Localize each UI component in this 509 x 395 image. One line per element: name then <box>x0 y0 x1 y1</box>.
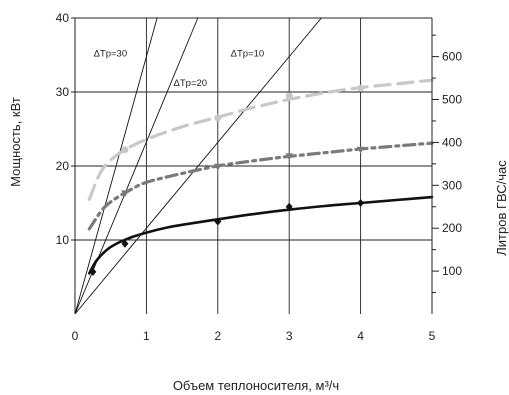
grid <box>75 18 432 314</box>
reference-line <box>74 17 199 315</box>
markers <box>89 84 365 276</box>
y2-tick-label: 100 <box>442 264 462 278</box>
data-point-diamond <box>89 267 97 276</box>
y2-tick-label: 400 <box>442 135 462 149</box>
x-tick-label: 1 <box>143 329 150 343</box>
data-point-circle <box>121 146 129 154</box>
reference-line-label: ΔTp=30 <box>94 48 128 59</box>
reference-line-label: ΔTp=20 <box>174 78 208 89</box>
reference-line <box>74 17 322 315</box>
data-point-triangle <box>121 190 129 198</box>
reference-line <box>74 17 158 315</box>
x-tick-label: 4 <box>357 329 364 343</box>
series-line-dashed <box>87 78 434 201</box>
axes: 0 1 2 3 4 5 10 20 30 40 100 200 300 400 500 600 <box>56 11 463 343</box>
series-line-solid <box>88 195 434 275</box>
x-tick-label: 5 <box>429 329 436 343</box>
y-tick-label: 10 <box>56 233 70 247</box>
curves <box>87 78 434 275</box>
y-tick-label: 30 <box>56 85 70 99</box>
y-tick-label: 40 <box>56 11 70 25</box>
data-point-circle <box>214 114 222 122</box>
data-point-diamond <box>357 199 365 207</box>
y2-tick-label: 600 <box>442 50 462 64</box>
y-tick-label: 20 <box>56 159 70 173</box>
data-point-diamond <box>121 239 129 248</box>
data-point-triangle <box>214 163 222 171</box>
reference-line-label: ΔTp=10 <box>231 48 265 59</box>
y2-tick-label: 300 <box>442 178 462 192</box>
reference-lines: ΔTp=30 ΔTp=20 ΔTp=10 <box>74 17 322 315</box>
x-tick-label: 3 <box>286 329 293 343</box>
y2-tick-label: 500 <box>442 93 462 107</box>
data-point-diamond <box>214 217 222 226</box>
data-point-circle <box>357 84 365 92</box>
y-axis-label: Мощность, кВт <box>8 97 23 187</box>
labels: Мощность, кВт Литров ГВС/час Объем тепло… <box>8 97 509 393</box>
data-point-circle <box>285 92 293 100</box>
x-tick-label: 0 <box>72 329 79 343</box>
x-tick-label: 2 <box>214 329 221 343</box>
y2-axis-label: Литров ГВС/час <box>494 160 509 256</box>
data-point-triangle <box>356 146 365 154</box>
data-point-triangle <box>285 153 293 161</box>
x-axis-label: Объем теплоносителя, м³/ч <box>173 378 339 393</box>
data-point-diamond <box>285 202 293 211</box>
y2-tick-label: 200 <box>442 221 462 235</box>
